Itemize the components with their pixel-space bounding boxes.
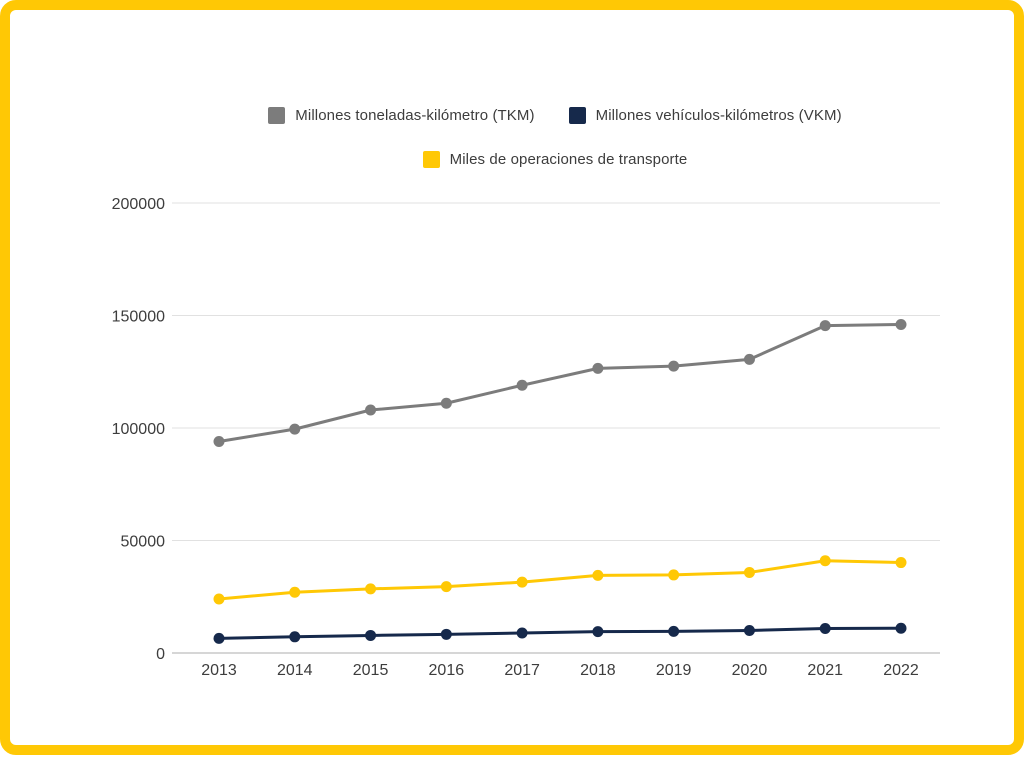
data-point [592, 626, 604, 638]
data-point [440, 581, 452, 593]
legend-row-1: Millones toneladas-kilómetro (TKM) Millo… [268, 107, 842, 124]
x-tick-label: 2020 [732, 662, 768, 679]
data-point [289, 631, 301, 643]
data-point [743, 625, 755, 636]
y-tick-label: 100000 [112, 421, 165, 438]
data-point [743, 353, 755, 365]
data-point [289, 423, 301, 435]
y-tick-label: 150000 [112, 309, 165, 326]
data-point [819, 320, 831, 332]
x-tick-label: 2019 [656, 662, 692, 679]
x-tick-label: 2017 [504, 662, 540, 679]
data-point [365, 629, 377, 641]
data-point [592, 569, 604, 581]
x-tick-label: 2021 [807, 662, 843, 679]
legend-label-operaciones: Miles de operaciones de transporte [449, 151, 688, 168]
series-line [217, 626, 903, 640]
data-point [440, 628, 452, 640]
legend: Millones toneladas-kilómetro (TKM) Millo… [170, 107, 940, 195]
data-point [213, 436, 225, 447]
data-point [819, 555, 831, 567]
data-point [743, 566, 755, 578]
y-tick-label: 0 [156, 646, 165, 663]
vkm-swatch-icon [568, 107, 586, 124]
x-tick-label: 2018 [580, 662, 616, 679]
data-point [895, 319, 907, 330]
tkm-swatch-icon [268, 107, 286, 124]
legend-label-tkm: Millones toneladas-kilómetro (TKM) [295, 107, 535, 124]
line-chart: 0 50000 100000 150000 200000 2013 2014 2015 2016… [112, 196, 940, 679]
legend-row-2: Miles de operaciones de transporte [422, 151, 688, 168]
data-point [289, 586, 301, 598]
data-point [365, 583, 377, 595]
x-tick-label: 2014 [277, 662, 313, 679]
data-point [516, 576, 528, 588]
series-line [217, 323, 903, 443]
data-point [819, 622, 831, 634]
data-point [895, 557, 907, 569]
y-tick-label: 50000 [121, 534, 166, 551]
data-point [516, 379, 528, 391]
operaciones-swatch-icon [422, 151, 440, 168]
data-point [516, 627, 528, 639]
x-tick-label: 2022 [883, 662, 919, 679]
y-tick-label: 200000 [112, 196, 165, 213]
legend-label-vkm: Millones vehículos-kilómetros (VKM) [595, 107, 842, 124]
data-point [668, 569, 680, 581]
x-tick-label: 2016 [429, 662, 465, 679]
data-point [213, 632, 225, 644]
data-point [895, 622, 907, 634]
data-point [668, 360, 680, 372]
x-tick-label: 2015 [353, 662, 389, 679]
series-line [217, 559, 903, 601]
legend-item-operaciones: Miles de operaciones de transporte [422, 151, 688, 168]
data-point [213, 593, 225, 605]
data-point [592, 362, 604, 374]
data-point [440, 397, 452, 409]
x-tick-label: 2013 [201, 662, 237, 679]
legend-item-vkm: Millones vehículos-kilómetros (VKM) [568, 107, 842, 124]
data-point [668, 625, 680, 637]
data-point [365, 404, 377, 416]
legend-item-tkm: Millones toneladas-kilómetro (TKM) [268, 107, 535, 124]
